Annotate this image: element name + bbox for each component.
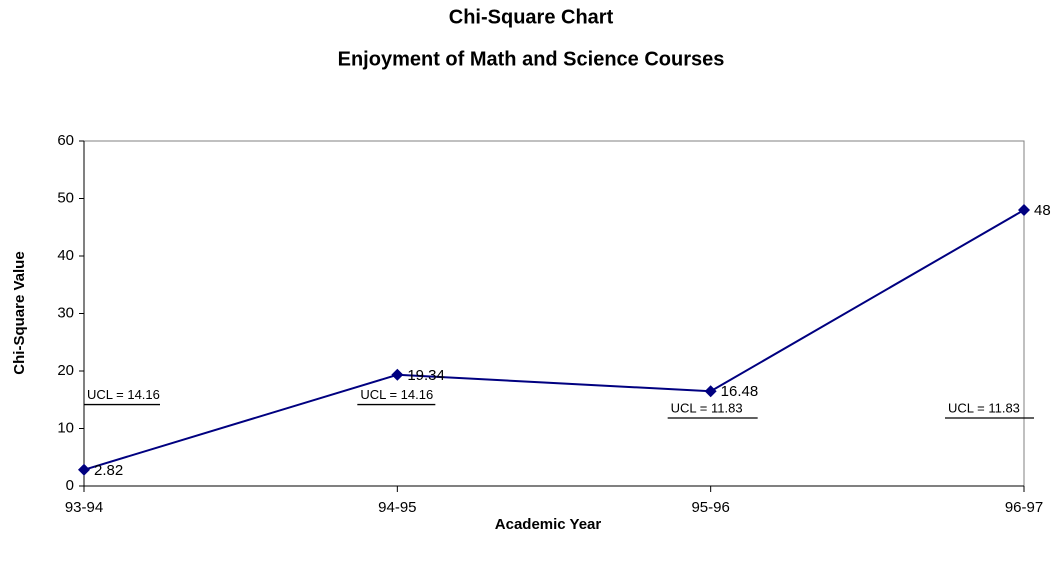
y-tick-label: 20 (57, 362, 74, 379)
y-axis-title: Chi-Square Value (11, 251, 28, 374)
y-tick-label: 60 (57, 132, 74, 149)
y-tick-label: 50 (57, 189, 74, 206)
ucl-label: UCL = 11.83 (948, 400, 1020, 415)
chart-subtitle: Enjoyment of Math and Science Courses (338, 48, 725, 70)
series-line (83, 209, 1025, 471)
data-point (704, 385, 717, 398)
x-tick-label: 96-97 (1005, 499, 1043, 516)
data-label: 16.48 (721, 383, 759, 400)
data-label: 2.82 (94, 462, 123, 479)
y-tick-label: 40 (57, 247, 74, 264)
y-tick-label: 10 (57, 419, 74, 436)
ucl-label: UCL = 14.16 (87, 387, 160, 402)
y-tick-label: 30 (57, 304, 74, 321)
ucl-label: UCL = 14.16 (360, 387, 433, 402)
x-tick-label: 95-96 (691, 499, 729, 516)
x-tick-label: 94-95 (378, 499, 416, 516)
data-point (391, 368, 404, 381)
x-tick-label: 93-94 (65, 499, 103, 516)
ucl-label: UCL = 11.83 (671, 400, 743, 415)
x-axis-title: Academic Year (495, 516, 602, 533)
y-tick-label: 0 (66, 477, 74, 494)
data-point (1018, 204, 1030, 216)
chart-title: Chi-Square Chart (449, 6, 614, 28)
data-point (78, 463, 90, 476)
data-label: 19.34 (407, 367, 445, 384)
data-label: 48 (1034, 202, 1051, 219)
plot-area (83, 140, 1025, 487)
